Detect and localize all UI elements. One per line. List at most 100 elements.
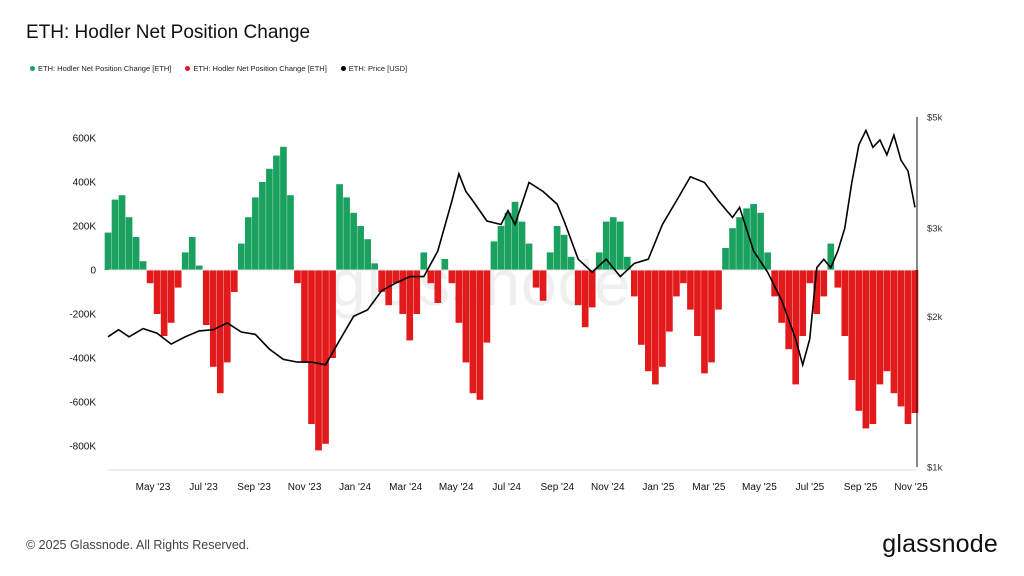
bar-positive	[181, 252, 189, 270]
right-tick-label: $3k	[927, 224, 943, 235]
bar-positive	[616, 221, 624, 270]
bar-negative	[771, 270, 778, 297]
bar-negative	[294, 270, 301, 284]
bar-positive	[336, 184, 343, 270]
bar-negative	[687, 270, 694, 310]
bar-negative	[315, 270, 322, 451]
bar-negative	[637, 270, 645, 345]
left-tick-label: -800K	[69, 442, 96, 453]
legend-label-price: ETH: Price [USD]	[348, 64, 408, 73]
x-tick-label: May '24	[439, 482, 474, 493]
bar-positive	[371, 263, 378, 270]
bar-negative	[792, 270, 800, 385]
bar-negative	[483, 270, 491, 343]
bar-positive	[511, 201, 519, 270]
bar-negative	[645, 270, 652, 372]
legend-item-negative[interactable]: ETH: Hodler Net Position Change [ETH]	[185, 64, 327, 73]
bar-negative	[174, 270, 182, 288]
bar-negative	[820, 270, 828, 297]
chart-title: ETH: Hodler Net Position Change	[26, 22, 311, 43]
bar-positive	[441, 259, 449, 270]
legend-label-positive: ETH: Hodler Net Position Change [ETH]	[38, 64, 172, 73]
bar-negative	[167, 270, 175, 323]
legend-dot-negative	[185, 66, 191, 71]
bar-positive	[525, 243, 533, 270]
x-tick-label: Sep '25	[844, 482, 878, 493]
bar-negative	[708, 270, 715, 363]
bar-negative	[659, 270, 666, 367]
bar-negative	[785, 270, 793, 350]
bar-positive	[553, 226, 561, 270]
bar-negative	[202, 270, 210, 325]
bar-positive	[238, 243, 245, 270]
bar-negative	[532, 270, 540, 288]
left-axis-ticks: 600K 400K 200K 0 -200K -400K -600K -800K	[69, 134, 96, 453]
bar-negative	[209, 270, 217, 367]
bar-positive	[567, 256, 575, 270]
bar-positive	[827, 243, 835, 270]
bar-negative	[146, 270, 154, 284]
legend-item-positive[interactable]: ETH: Hodler Net Position Change [ETH]	[30, 64, 171, 73]
bar-negative	[378, 270, 386, 292]
bar-positive	[595, 252, 603, 270]
right-tick-label: $2k	[927, 312, 943, 323]
bar-positive	[343, 197, 350, 270]
bar-positive	[546, 252, 554, 270]
bar-negative	[834, 270, 842, 288]
left-tick-label: 200K	[73, 222, 97, 233]
bar-negative	[666, 270, 673, 332]
bar-negative	[413, 270, 421, 314]
bar-positive	[357, 226, 364, 270]
bar-positive	[757, 212, 764, 270]
bar-negative	[223, 270, 231, 363]
bar-positive	[245, 217, 252, 270]
bar-negative	[399, 270, 407, 314]
bar-positive	[259, 182, 266, 270]
bar-negative	[581, 270, 589, 328]
bar-positive	[602, 221, 610, 270]
bar-positive	[560, 234, 568, 270]
bar-negative	[876, 270, 884, 385]
x-tick-label: Sep '23	[237, 482, 271, 493]
bar-negative	[841, 270, 849, 336]
copyright-footer: © 2025 Glassnode. All Rights Reserved.	[26, 538, 250, 552]
bar-negative	[630, 270, 638, 297]
bar-negative	[701, 270, 708, 374]
bar-negative	[680, 270, 687, 284]
bar-negative	[862, 270, 870, 429]
bar-positive	[490, 241, 498, 270]
bar-positive	[252, 197, 259, 270]
bar-positive	[722, 248, 729, 270]
legend-dot-price	[340, 66, 346, 71]
bar-negative	[427, 270, 435, 284]
bar-positive	[287, 195, 294, 270]
bar-negative	[230, 270, 238, 292]
bar-negative	[308, 270, 315, 424]
bar-negative	[469, 270, 477, 394]
bar-negative	[448, 270, 456, 284]
x-tick-label: Jan '24	[339, 482, 371, 493]
bar-negative	[462, 270, 470, 363]
chart-legend: ETH: Hodler Net Position Change [ETH] ET…	[30, 64, 407, 73]
bar-negative	[476, 270, 484, 400]
bar-positive	[132, 237, 140, 270]
legend-dot-positive	[30, 66, 35, 71]
x-tick-label: May '25	[742, 482, 777, 493]
bar-positive	[280, 146, 287, 270]
bar-negative	[673, 270, 680, 297]
bar-positive	[736, 217, 743, 270]
bar-negative	[216, 270, 224, 394]
bar-positive	[623, 256, 631, 270]
bar-negative	[434, 270, 442, 303]
bar-negative	[539, 270, 547, 301]
x-tick-label: Nov '24	[591, 482, 625, 493]
bar-negative	[883, 270, 891, 372]
bar-positive	[118, 195, 126, 270]
bar-negative	[153, 270, 161, 314]
legend-item-price[interactable]: ETH: Price [USD]	[340, 64, 408, 73]
bar-positive	[364, 239, 371, 270]
bar-negative	[806, 270, 814, 284]
bar-negative	[694, 270, 701, 336]
bar-positive	[609, 217, 617, 270]
